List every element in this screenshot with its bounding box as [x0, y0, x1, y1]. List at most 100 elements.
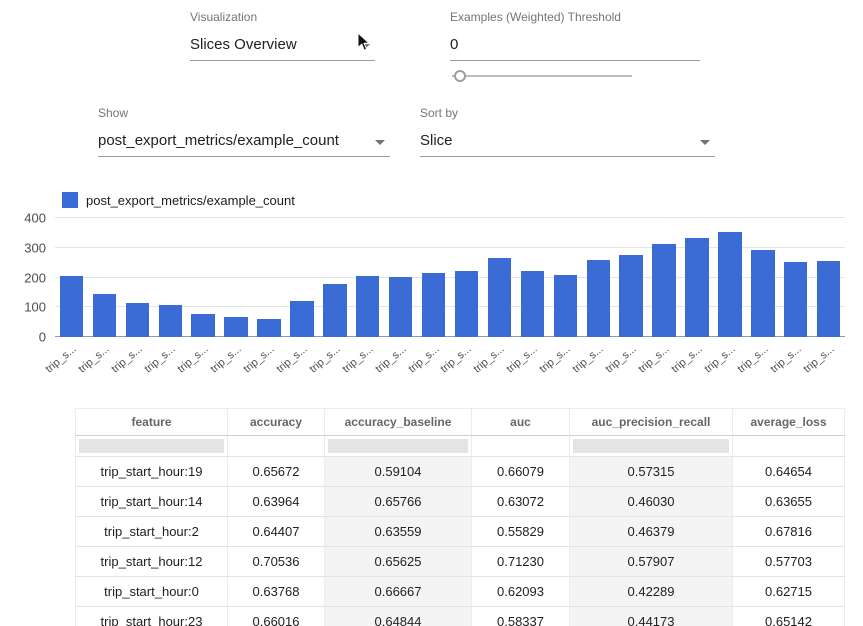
metric-cell: 0.63559 [325, 517, 472, 546]
sort-by-select[interactable]: Slice [420, 127, 715, 157]
bar-slot [681, 218, 714, 337]
column-header-average_loss[interactable]: average_loss [733, 409, 845, 435]
bar-slot [516, 218, 549, 337]
metric-cell: 0.63072 [472, 487, 570, 516]
metric-cell: 0.59104 [325, 457, 472, 486]
slider-knob[interactable] [454, 70, 466, 82]
sort-by-label: Sort by [420, 106, 715, 120]
bar[interactable] [93, 294, 116, 337]
metric-cell: 0.62093 [472, 577, 570, 606]
metric-cell: 0.63964 [228, 487, 325, 516]
column-header-auc_precision_recall[interactable]: auc_precision_recall [570, 409, 733, 435]
metric-cell: 0.57315 [570, 457, 733, 486]
column-header-accuracy_baseline[interactable]: accuracy_baseline [325, 409, 472, 435]
bar-slot [450, 218, 483, 337]
table-row: trip_start_hour:20.644070.635590.558290.… [75, 517, 845, 547]
bar-slot [746, 218, 779, 337]
bar-slot [483, 218, 516, 337]
column-header-accuracy[interactable]: accuracy [228, 409, 325, 435]
bar-slot [253, 218, 286, 337]
bar-slot [615, 218, 648, 337]
metric-cell: 0.64654 [733, 457, 845, 486]
bar-slot [812, 218, 845, 337]
feature-cell: trip_start_hour:0 [75, 577, 228, 606]
bar[interactable] [257, 319, 280, 337]
y-axis-tick-label: 100 [24, 300, 46, 315]
feature-cell: trip_start_hour:2 [75, 517, 228, 546]
metric-cell: 0.65142 [733, 607, 845, 626]
metric-cell: 0.64844 [325, 607, 472, 626]
table-row: trip_start_hour:190.656720.591040.660790… [75, 457, 845, 487]
bar[interactable] [159, 305, 182, 337]
bar[interactable] [126, 303, 149, 337]
bar[interactable] [784, 262, 807, 337]
filter-cell [75, 436, 228, 456]
bar-slot [351, 218, 384, 337]
bar[interactable] [619, 255, 642, 337]
bar[interactable] [587, 260, 610, 337]
bar[interactable] [817, 261, 840, 337]
bar-slot [220, 218, 253, 337]
chevron-down-icon[interactable] [375, 140, 385, 145]
chevron-down-icon[interactable] [360, 44, 370, 49]
feature-cell: trip_start_hour:12 [75, 547, 228, 576]
show-label: Show [98, 106, 390, 120]
bar-slot [549, 218, 582, 337]
threshold-input[interactable]: 0 [450, 31, 700, 61]
metric-cell: 0.55829 [472, 517, 570, 546]
bar[interactable] [718, 232, 741, 337]
column-header-feature[interactable]: feature [75, 409, 228, 435]
bar[interactable] [685, 238, 708, 337]
tfma-slicing-metrics-view: Visualization Slices Overview Examples (… [0, 0, 863, 626]
bar[interactable] [521, 271, 544, 337]
chevron-down-icon[interactable] [700, 140, 710, 145]
slider-track[interactable] [452, 75, 632, 77]
bar[interactable] [751, 250, 774, 337]
bar[interactable] [652, 244, 675, 337]
show-metric-select[interactable]: post_export_metrics/example_count [98, 127, 390, 157]
threshold-label: Examples (Weighted) Threshold [450, 10, 700, 24]
threshold-value: 0 [450, 36, 458, 53]
column-header-auc[interactable]: auc [472, 409, 570, 435]
filter-cell [325, 436, 472, 456]
bar[interactable] [455, 271, 478, 337]
sort-by-value: Slice [420, 132, 453, 149]
filter-input[interactable] [328, 439, 468, 453]
bar[interactable] [488, 258, 511, 337]
legend-swatch-icon [62, 192, 78, 208]
metric-cell: 0.66079 [472, 457, 570, 486]
table-row: trip_start_hour:230.660160.648440.583370… [75, 607, 845, 626]
show-control: Show post_export_metrics/example_count [98, 106, 390, 157]
bar-slot [384, 218, 417, 337]
threshold-slider[interactable] [452, 69, 632, 83]
metric-cell: 0.66016 [228, 607, 325, 626]
bar-slot [121, 218, 154, 337]
metric-cell: 0.63655 [733, 487, 845, 516]
bar[interactable] [191, 314, 214, 337]
bar[interactable] [554, 275, 577, 337]
metric-cell: 0.62715 [733, 577, 845, 606]
bar[interactable] [389, 277, 412, 337]
bar[interactable] [290, 301, 313, 337]
bar[interactable] [60, 276, 83, 337]
metric-cell: 0.44173 [570, 607, 733, 626]
filter-input[interactable] [573, 439, 729, 453]
filter-row [75, 436, 845, 457]
metrics-table: featureaccuracyaccuracy_baselineaucauc_p… [75, 408, 845, 626]
bar[interactable] [356, 276, 379, 337]
metric-cell: 0.65766 [325, 487, 472, 516]
filter-cell [228, 436, 325, 456]
visualization-select[interactable]: Slices Overview [190, 31, 375, 61]
bar-slot [154, 218, 187, 337]
bar[interactable] [323, 284, 346, 337]
bar-slot [417, 218, 450, 337]
metric-cell: 0.67816 [733, 517, 845, 546]
filter-input[interactable] [79, 439, 224, 453]
filter-cell [733, 436, 845, 456]
visualization-control: Visualization Slices Overview [190, 10, 375, 61]
visualization-label: Visualization [190, 10, 375, 24]
bar[interactable] [422, 273, 445, 337]
metric-cell: 0.70536 [228, 547, 325, 576]
filter-cell [570, 436, 733, 456]
bar[interactable] [224, 317, 247, 337]
